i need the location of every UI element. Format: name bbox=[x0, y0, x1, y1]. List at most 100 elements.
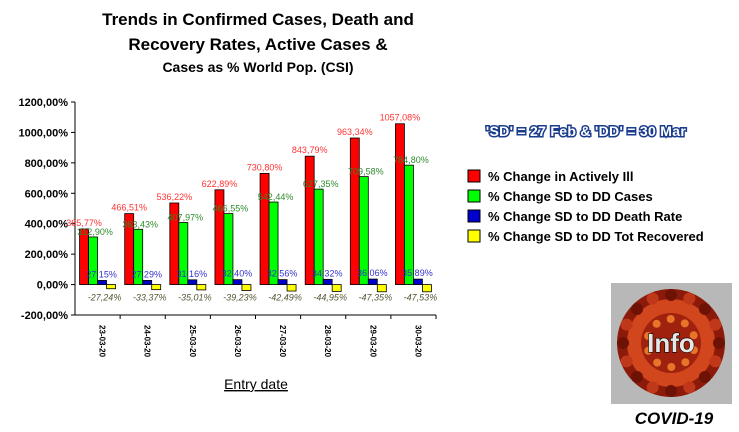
bar-sd-dd-death-rate bbox=[97, 280, 107, 285]
y-tick-label: 1000,00% bbox=[18, 127, 68, 139]
bar-sd-dd-cases bbox=[88, 236, 98, 285]
label-sd-dd-cases: 312,90% bbox=[77, 227, 113, 237]
bar-sd-dd-tot-recovered bbox=[241, 284, 252, 291]
spike-icon bbox=[709, 355, 722, 368]
data-labels: 365,77%312,90% 27,15% -27,24% 466,51% 363,43… bbox=[66, 113, 437, 303]
spike-icon bbox=[631, 370, 644, 383]
bar-sd-dd-cases bbox=[178, 222, 189, 285]
spike-icon bbox=[683, 381, 696, 394]
bar-sd-dd-tot-recovered bbox=[376, 284, 387, 293]
x-tick-label: 30-03-20 bbox=[413, 325, 422, 358]
spike-icon bbox=[653, 358, 662, 367]
label-sd-dd-death-rate: 36,06% bbox=[357, 268, 388, 278]
label-sd-dd-tot-recovered: -42,49% bbox=[268, 293, 302, 303]
sd-dd-annotation: 'SD' = 27 Feb & 'DD' = 30 Mar bbox=[486, 123, 686, 139]
y-tick-label: 1200,00% bbox=[18, 97, 68, 109]
label-sd-dd-tot-recovered: -39,23% bbox=[223, 293, 257, 303]
legend-entry: % Change SD to DD Death Rate bbox=[488, 209, 682, 224]
bar-sd-dd-cases bbox=[404, 164, 414, 285]
label-sd-dd-death-rate: 27,15% bbox=[86, 269, 117, 279]
bar-sd-dd-tot-recovered bbox=[151, 284, 162, 291]
y-tick-labels: 1200,00% 1000,00% 800,00% 600,00% 400,00% 200… bbox=[18, 97, 75, 322]
legend-swatch bbox=[467, 229, 481, 243]
covid-caption: COVID-19 bbox=[635, 409, 714, 428]
label-sd-dd-tot-recovered: -35,01% bbox=[178, 293, 212, 303]
label-sd-dd-cases: 784,80% bbox=[393, 155, 429, 165]
spike-icon bbox=[665, 289, 677, 301]
legend-entry: % Change SD to DD Tot Recovered bbox=[488, 229, 704, 244]
x-tick-label: 24-03-20 bbox=[143, 325, 152, 358]
label-actively-ill: 843,79% bbox=[292, 145, 328, 155]
x-tick-label: 28-03-20 bbox=[323, 325, 332, 358]
legend: % Change in Actively Ill % Change SD to D… bbox=[467, 169, 704, 244]
y-tick-label: -200,00% bbox=[21, 310, 68, 322]
x-tick-labels: 23-03-20 24-03-20 25-03-20 26-03-20 27-03-20… bbox=[98, 315, 437, 358]
legend-entry: % Change in Actively Ill bbox=[488, 169, 633, 184]
x-tick-label: 23-03-20 bbox=[98, 325, 107, 358]
spike-icon bbox=[689, 346, 698, 355]
y-tick-label: 200,00% bbox=[25, 249, 69, 261]
spike-icon bbox=[665, 385, 677, 397]
bar-sd-dd-cases bbox=[223, 213, 234, 285]
bar-sd-dd-cases bbox=[268, 201, 279, 285]
spike-icon bbox=[683, 292, 696, 305]
spike-icon bbox=[652, 319, 661, 328]
spike-icon bbox=[646, 292, 659, 305]
label-sd-dd-tot-recovered: -33,37% bbox=[133, 293, 167, 303]
spike-icon bbox=[689, 331, 698, 340]
bar-sd-dd-cases bbox=[133, 228, 144, 285]
label-sd-dd-cases: 407,97% bbox=[168, 213, 204, 223]
bar-sd-dd-tot-recovered bbox=[422, 284, 432, 293]
bar-actively-ill bbox=[395, 123, 405, 285]
label-actively-ill: 365,77% bbox=[66, 218, 102, 228]
label-actively-ill: 963,34% bbox=[337, 127, 373, 137]
label-actively-ill: 466,51% bbox=[111, 203, 147, 213]
label-sd-dd-tot-recovered: -27,24% bbox=[88, 293, 122, 303]
plot-area: 1200,00% 1000,00% 800,00% 600,00% 400,00% 200… bbox=[18, 97, 437, 358]
y-tick-label: 400,00% bbox=[25, 219, 69, 231]
bar-sd-dd-cases bbox=[313, 188, 324, 285]
spike-icon bbox=[698, 370, 711, 383]
label-sd-dd-cases: 627,35% bbox=[303, 179, 339, 189]
spike-icon bbox=[617, 337, 629, 349]
legend-swatch bbox=[467, 209, 481, 223]
x-tick-label: 26-03-20 bbox=[233, 325, 242, 358]
bar-sd-dd-cases bbox=[358, 176, 369, 285]
bar-sd-dd-death-rate bbox=[142, 280, 153, 285]
title-line-3: Cases as % World Pop. (CSI) bbox=[162, 59, 353, 75]
label-actively-ill: 730,80% bbox=[247, 162, 283, 172]
virus-spikes-icon bbox=[617, 289, 725, 397]
chart-title: Trends in Confirmed Cases, Death and Rec… bbox=[102, 10, 414, 75]
spike-icon bbox=[709, 318, 722, 331]
bar-sd-dd-death-rate bbox=[413, 278, 423, 285]
spike-icon bbox=[667, 362, 676, 371]
spike-icon bbox=[698, 303, 711, 316]
label-sd-dd-death-rate: 34,32% bbox=[312, 268, 343, 278]
legend-swatch bbox=[467, 189, 481, 203]
spike-icon bbox=[631, 303, 644, 316]
y-tick-label: 0,00% bbox=[37, 280, 68, 292]
covid-info-logo: Info bbox=[611, 283, 732, 404]
spike-icon bbox=[666, 315, 675, 324]
label-sd-dd-tot-recovered: -47,53% bbox=[404, 293, 438, 303]
label-actively-ill: 536,22% bbox=[157, 192, 193, 202]
x-tick-label: 27-03-20 bbox=[278, 325, 287, 358]
bar-actively-ill bbox=[304, 155, 315, 285]
spike-icon bbox=[620, 318, 633, 331]
label-actively-ill: 622,89% bbox=[202, 179, 238, 189]
spike-icon bbox=[680, 319, 689, 328]
spike-icon bbox=[644, 346, 653, 355]
label-sd-dd-death-rate: 32,40% bbox=[222, 269, 253, 279]
label-sd-dd-cases: 542,44% bbox=[258, 192, 294, 202]
logo-label: Info bbox=[647, 328, 695, 358]
bar-sd-dd-tot-recovered bbox=[331, 284, 342, 292]
spike-icon bbox=[713, 337, 725, 349]
bars bbox=[79, 123, 432, 293]
label-sd-dd-tot-recovered: -47,35% bbox=[359, 293, 393, 303]
label-sd-dd-death-rate: 35,89% bbox=[402, 268, 433, 278]
spike-icon bbox=[644, 331, 653, 340]
bar-sd-dd-death-rate bbox=[187, 279, 198, 285]
spike-icon bbox=[620, 355, 633, 368]
title-line-1: Trends in Confirmed Cases, Death and bbox=[102, 10, 414, 29]
